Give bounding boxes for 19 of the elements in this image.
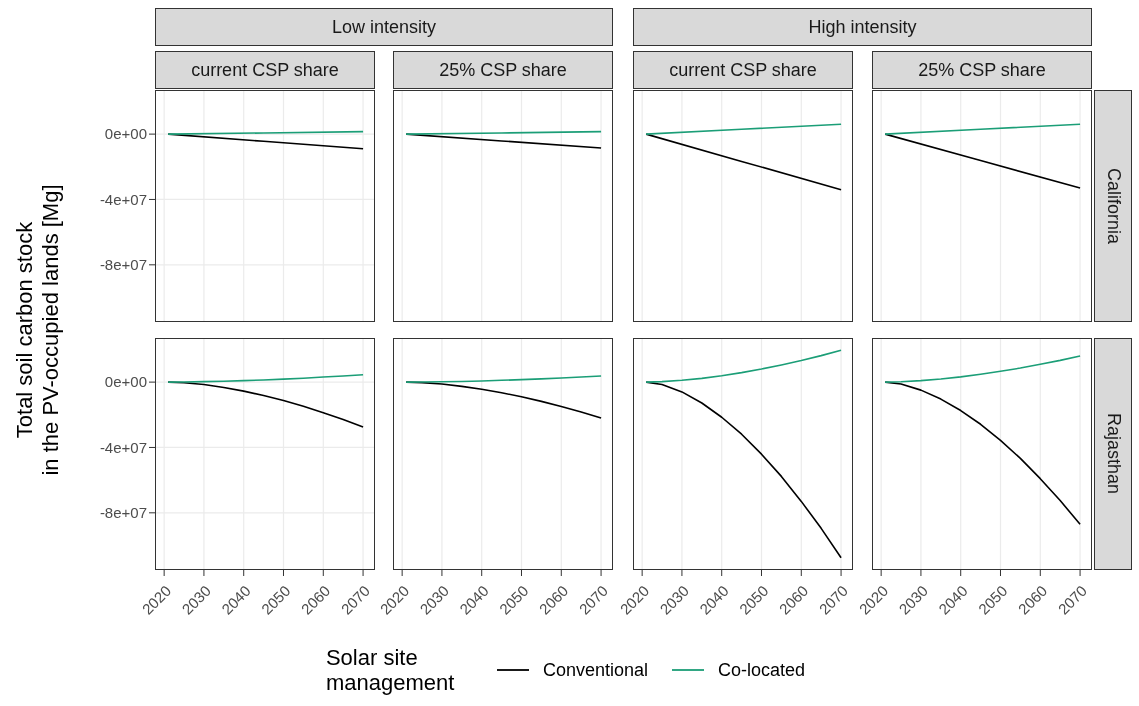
y-tick-label: -8e+07: [99, 256, 147, 274]
chart-title: current CSP share: [191, 59, 339, 81]
y-tick-label: -8e+07: [99, 504, 147, 522]
text: California: [1102, 167, 1124, 245]
y-tick-label: 0e+00: [104, 125, 147, 143]
text: Rajasthan: [1102, 413, 1124, 495]
y-tick-label: -4e+07: [99, 438, 147, 456]
chart-title: current CSP share: [669, 59, 817, 81]
y-tick-label: -4e+07: [99, 190, 147, 208]
chart-title: 25% CSP share: [439, 59, 567, 81]
legend-label: Conventional: [542, 659, 649, 681]
y-tick-label: 0e+00: [104, 373, 147, 391]
legend-title: Solar site management: [325, 645, 456, 695]
legend-label: Co-located: [718, 659, 806, 681]
text: High intensity: [808, 16, 917, 38]
text: Low intensity: [331, 16, 437, 38]
line-series: [167, 373, 364, 383]
y-axis-title: Total soil carbon stock in the PV-occupied lands [Mg]: [11, 183, 64, 478]
chart-title: 25% CSP share: [918, 59, 1046, 81]
